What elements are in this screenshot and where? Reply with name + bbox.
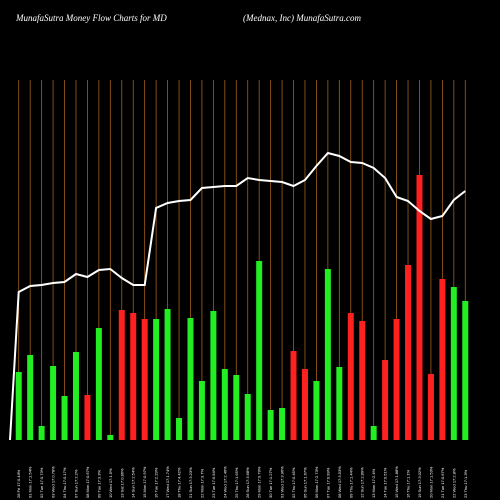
- x-tick-label: 28 Fri 17:0.44%: [16, 469, 21, 498]
- x-tick-label: 22 Wed 17:2.8%: [451, 468, 456, 498]
- x-tick-label: 07 Tue 17:0.99%: [325, 467, 330, 498]
- flow-bar: [301, 369, 308, 440]
- x-tick-label: 06 Mon 17:2.73%: [314, 466, 319, 498]
- x-tick-label: 08 Mon 17:0.67%: [85, 466, 90, 498]
- x-tick-label: 25 Thu 17:1.65%: [234, 467, 239, 498]
- x-tick-label: 12 Sun 17:2.89%: [360, 467, 365, 498]
- flow-bar: [290, 351, 297, 440]
- flow-bar: [221, 369, 228, 440]
- x-tick-label: 24 Wed 17:2.46%: [222, 466, 227, 498]
- x-tick-label: 09 Thu 17:1.44%: [348, 467, 353, 498]
- flow-bar: [233, 375, 240, 440]
- x-tick-label: 23 Tue 17:0.94%: [211, 467, 216, 498]
- flow-bar: [118, 310, 125, 440]
- flow-bar: [153, 319, 160, 440]
- flow-bar: [141, 319, 148, 440]
- flow-bar: [382, 360, 389, 440]
- flow-bar: [84, 395, 91, 440]
- flow-bar: [50, 366, 57, 440]
- x-tick-label: 16 Thu 17:1.1%: [406, 469, 411, 498]
- flow-bar: [324, 269, 331, 440]
- flow-bar: [15, 372, 22, 440]
- x-tick-label: 13 Mon 17:2.4%: [371, 468, 376, 498]
- flow-bar: [244, 394, 251, 440]
- flow-bar: [462, 301, 469, 440]
- flow-bar: [279, 408, 286, 440]
- x-tick-label: 17 Wed 17:1.74%: [165, 466, 170, 498]
- flow-bar: [256, 261, 263, 440]
- chart-subtitle: (Mednax, Inc) MunafaSutra.com: [243, 13, 361, 23]
- x-tick-label: 01 Mon 17:1.54%: [28, 466, 33, 498]
- x-tick-label: 18 Thu 17:4.42%: [177, 467, 182, 498]
- x-tick-label: 09 Tue 17:3.3%: [96, 470, 101, 498]
- x-tick-label: 08 Wed 17:3.53%: [337, 466, 342, 498]
- flow-bar: [427, 374, 434, 440]
- flow-bar: [130, 313, 137, 440]
- x-tick-label: 07 Sun 17:2.2%: [73, 469, 78, 498]
- x-tick-label: 29 Mon 17:0.79%: [257, 466, 262, 498]
- price-line: [9, 151, 466, 441]
- flow-bar: [107, 435, 114, 440]
- x-tick-label: 22 Mon 17:3.7%: [199, 468, 204, 498]
- flow-bar: [187, 318, 194, 440]
- flow-bar: [198, 381, 205, 440]
- chart-title: MunafaSutra Money Flow Charts for MD: [16, 13, 167, 23]
- x-tick-label: 10 Wed 17:1.5%: [108, 468, 113, 498]
- x-tick-label: 21 Sun 17:3.23%: [188, 467, 193, 498]
- x-tick-label: 16 Tue 17:2.29%: [154, 467, 159, 498]
- price-line-path: [9, 151, 466, 441]
- flow-bar: [416, 175, 423, 440]
- flow-bar: [176, 418, 183, 440]
- flow-bar: [393, 319, 400, 440]
- flow-bar: [210, 311, 217, 440]
- flow-bar: [359, 321, 366, 440]
- x-tick-label: 04 Thu 17:0.17%: [62, 467, 67, 498]
- x-tick-label: 15 Wed 17:1.88%: [394, 466, 399, 498]
- flow-bar: [439, 279, 446, 440]
- flow-bars: [15, 175, 469, 440]
- flow-bar: [313, 381, 320, 440]
- x-tick-label: 14 Sun 17:2.54%: [131, 467, 136, 498]
- x-tick-label: 03 Wed 17:0.78%: [51, 466, 56, 498]
- flow-bar: [267, 410, 274, 440]
- x-tick-label: 02 Tue 17:0.73%: [39, 467, 44, 498]
- x-tick-label: 21 Tue 17:0.67%: [440, 467, 445, 498]
- flow-bar: [405, 265, 412, 440]
- x-tick-label: 02 Thu 17:0.45%: [291, 467, 296, 498]
- x-tick-label: 28 Sun 17:3.68%: [245, 467, 250, 498]
- x-tick-label: 19 Sun 17:3.02%: [417, 467, 422, 498]
- flow-bar: [336, 367, 343, 440]
- x-tick-label: 05 Sun 17:1.67%: [302, 467, 307, 498]
- x-axis-ticks: 28 Fri 17:0.44% 01 Mon 17:1.54% 02 Tue 17:…: [16, 466, 468, 498]
- flow-bar: [164, 309, 171, 440]
- x-tick-label: 01 Wed 17:3.96%: [280, 466, 285, 498]
- x-tick-label: 15 Mon 17:0.97%: [142, 466, 147, 498]
- x-tick-label: 30 Tue 17:1.27%: [268, 467, 273, 498]
- flow-bar: [95, 328, 102, 440]
- flow-bar: [72, 352, 79, 440]
- flow-bar: [450, 287, 457, 440]
- x-tick-label: 20 Mon 17:1.53%: [428, 466, 433, 498]
- x-tick-label: 14 Tue 17:0.51%: [383, 467, 388, 498]
- flow-bar: [27, 355, 34, 440]
- x-tick-label: 23 Thu 17:1.3%: [463, 469, 468, 498]
- flow-bar: [370, 426, 377, 440]
- flow-bar: [38, 426, 45, 440]
- chart-header: MunafaSutra Money Flow Charts for MD (Me…: [0, 0, 500, 40]
- x-tick-label: 13 Sat 17:0.86%: [119, 468, 124, 498]
- flow-bar: [347, 313, 354, 440]
- flow-bar: [61, 396, 68, 440]
